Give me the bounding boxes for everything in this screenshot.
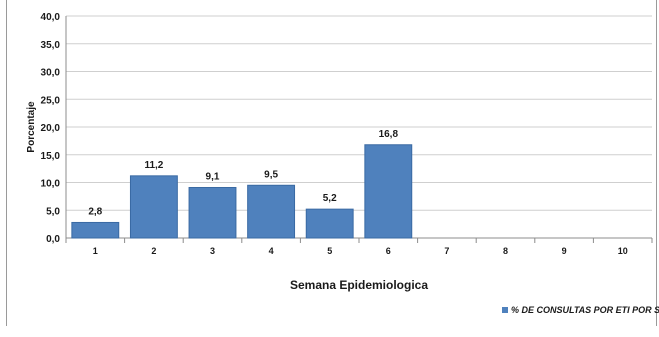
y-tick-label: 25,0: [41, 95, 61, 106]
x-tick-label: 6: [386, 246, 391, 256]
y-axis-title: Porcentaje: [26, 101, 37, 153]
x-tick-label: 10: [618, 246, 628, 256]
y-tick-label: 0,0: [46, 234, 60, 245]
bar-data-label: 11,2: [144, 160, 163, 171]
y-tick-label: 30,0: [41, 68, 61, 79]
x-tick-label: 8: [503, 246, 508, 256]
bar: [247, 184, 296, 239]
bar: [305, 208, 354, 239]
y-tick-label: 5,0: [46, 206, 60, 217]
y-tick-label: 10,0: [41, 179, 61, 190]
x-tick-label: 2: [151, 246, 156, 256]
bar-data-label: 2,8: [88, 206, 102, 217]
bar: [71, 221, 120, 239]
x-tick-label: 4: [269, 246, 274, 256]
bar: [129, 175, 178, 239]
x-tick-label: 1: [93, 246, 98, 256]
bar: [188, 186, 237, 239]
y-tick-label: 20,0: [41, 123, 61, 134]
y-tick-label: 40,0: [41, 12, 61, 23]
bar-data-label: 16,8: [379, 129, 399, 140]
x-tick-label: 3: [210, 246, 215, 256]
legend-swatch: [502, 307, 508, 313]
x-tick-label: 9: [562, 246, 567, 256]
y-tick-label: 35,0: [41, 40, 61, 51]
bar-data-label: 9,5: [264, 169, 278, 180]
bar: [364, 144, 413, 239]
chart-frame-left-border: [6, 0, 7, 326]
x-tick-label: 7: [444, 246, 449, 256]
legend-label: % DE CONSULTAS POR ETI POR SE: [511, 305, 659, 315]
bar-data-label: 5,2: [323, 193, 337, 204]
y-tick-label: 15,0: [41, 151, 61, 162]
chart-frame-right-border: [656, 0, 657, 326]
x-tick-label: 5: [327, 246, 332, 256]
bar-data-label: 9,1: [206, 171, 220, 182]
x-axis-title: Semana Epidemiologica: [290, 278, 428, 292]
